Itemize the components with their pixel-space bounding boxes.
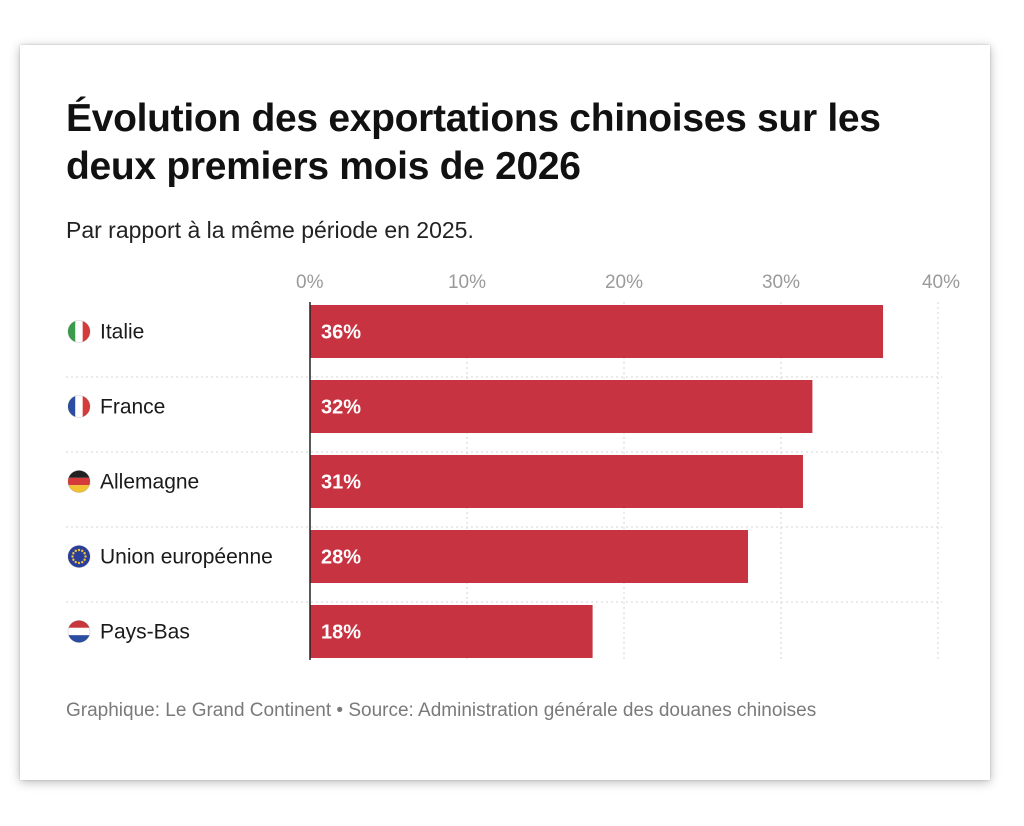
chart-title: Évolution des exportations chinoises sur… [66,97,881,188]
chart-subtitle: Par rapport à la même période en 2025. [66,217,474,243]
netherlands-flag-icon [67,620,91,643]
source-note: Graphique: Le Grand Continent • Source: … [66,700,817,721]
x-tick-label: 10% [448,272,486,293]
bar [310,455,803,508]
eu-flag-icon [67,545,91,568]
bar-value-label: 18% [321,622,361,644]
x-tick-label: 30% [762,272,800,293]
bar-value-label: 28% [321,547,361,569]
bar [310,380,813,433]
x-tick-label: 40% [922,272,960,293]
bar-value-label: 31% [321,472,361,494]
x-tick-label: 20% [605,272,643,293]
bar-value-label: 32% [321,397,361,419]
bar [310,530,749,583]
chart-card: Évolution des exportations chinoises sur… [20,45,990,780]
bar [310,305,884,358]
category-label: Italie [100,321,144,344]
bar-chart: 0% 10% 20% 30% 40% 36% Italie 32% France 31% Allem… [66,272,960,660]
category-label: Pays-Bas [100,621,190,644]
bar-value-label: 36% [321,322,361,344]
category-label: Union européenne [100,546,273,569]
bar [310,605,593,658]
germany-flag-icon [67,470,91,493]
category-label: France [100,396,165,419]
category-label: Allemagne [100,471,199,494]
italy-flag-icon [67,320,91,343]
x-tick-label: 0% [296,272,324,293]
france-flag-icon [67,395,91,418]
